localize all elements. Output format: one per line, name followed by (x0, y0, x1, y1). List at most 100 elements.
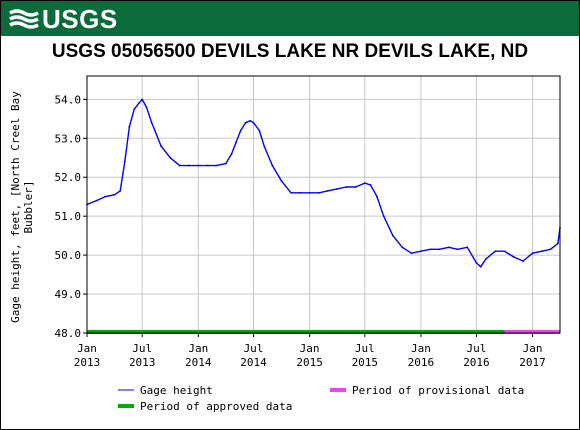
gage-height-point (145, 106, 148, 109)
gage-height-point (160, 145, 163, 147)
gage-height-point (239, 129, 242, 132)
y-tick-label: 53.0 (55, 132, 82, 145)
gage-height-point (494, 250, 497, 253)
gage-height-point (197, 164, 200, 167)
gage-height-point (215, 164, 218, 167)
gage-height-point (258, 129, 261, 132)
gridlines (86, 76, 560, 334)
gage-height-point (123, 160, 126, 163)
gage-height-point (113, 193, 116, 196)
gage-height-point (249, 119, 252, 122)
gage-height-point (475, 262, 478, 264)
legend-swatch (330, 388, 346, 392)
gage-height-point (484, 258, 487, 260)
gage-height-point (401, 246, 404, 249)
gage-height-point (318, 191, 320, 194)
gage-height-point (556, 242, 559, 245)
gage-height-point (235, 141, 238, 144)
x-tick-label-year: 2016 (463, 356, 490, 369)
gage-height-point (503, 250, 506, 253)
y-tick-label: 50.0 (55, 249, 82, 262)
x-tick-label-year: 2015 (296, 356, 323, 369)
y-tick-label: 52.0 (55, 171, 82, 184)
usgs-logo-text: USGS (42, 3, 118, 34)
legend: Gage height Period of provisional data Per… (118, 384, 524, 413)
gage-height-point (271, 164, 274, 167)
gage-height-point (187, 164, 190, 167)
x-tick-label-year: 2013 (74, 356, 101, 369)
gage-height-point (376, 195, 378, 198)
gage-height-point (178, 164, 181, 167)
y-ticks: 48.0 49.0 50.0 51.0 52.0 53.0 54.0 (55, 93, 87, 340)
gage-height-point (336, 188, 338, 190)
gage-height-point (513, 256, 515, 258)
gage-height-point (447, 246, 450, 249)
x-tick-label-year: 2016 (408, 356, 435, 369)
usgs-logo: USGS (9, 3, 118, 34)
y-tick-label: 54.0 (55, 93, 82, 106)
x-tick-label-month: Jan (188, 342, 208, 355)
x-tick-label-year: 2014 (185, 356, 212, 369)
legend-label: Period of provisional data (352, 384, 524, 397)
legend-label: Period of approved data (140, 400, 292, 413)
gage-height-point (104, 195, 106, 198)
gage-height-point (263, 145, 266, 147)
x-tick-label-year: 2013 (129, 356, 156, 369)
gage-height-point (456, 248, 459, 251)
gage-height-point (363, 182, 366, 184)
gage-height-point (252, 121, 255, 124)
gage-height-point (382, 215, 385, 218)
x-tick-label-month: Jan (300, 342, 320, 355)
gage-height-point (95, 199, 98, 202)
gage-height-point (244, 121, 247, 124)
usgs-wave-icon (9, 9, 39, 29)
x-tick-label-year: 2015 (352, 356, 379, 369)
gage-height-point (133, 108, 136, 110)
gage-height-point (206, 164, 209, 167)
gage-height-point (128, 125, 131, 128)
period-bar (504, 330, 560, 334)
gage-height-point (169, 156, 172, 159)
gage-height-point (354, 186, 357, 188)
gage-height-point (308, 191, 311, 194)
x-tick-label-month: Jul (132, 342, 152, 355)
y-tick-label: 49.0 (55, 288, 82, 301)
x-tick-label-year: 2014 (240, 356, 267, 369)
gage-height-point (420, 250, 422, 253)
legend-swatch (118, 404, 134, 408)
x-ticks: Jan2013Jul2013Jan2014Jul2014Jan2015Jul20… (74, 333, 546, 369)
period-bar (87, 330, 505, 334)
gage-height-point (290, 191, 292, 194)
x-tick-label-month: Jul (244, 342, 264, 355)
gage-height-point (150, 121, 153, 124)
gage-height-point (549, 248, 552, 251)
chart-title: USGS 05056500 DEVILS LAKE NR DEVILS LAKE… (51, 41, 529, 62)
gage-height-point (438, 248, 441, 251)
y-tick-label: 51.0 (55, 210, 82, 223)
x-tick-label-year: 2017 (519, 356, 546, 369)
gage-height-point (391, 234, 394, 237)
x-tick-label-month: Jan (77, 342, 97, 355)
gage-height-point (137, 102, 140, 105)
gage-height-point (280, 180, 283, 183)
gage-height-point (522, 260, 524, 262)
gage-height-point (541, 250, 543, 253)
gage-height-point (230, 152, 233, 155)
gage-height-point (299, 191, 302, 194)
y-tick-label: 48.0 (55, 327, 82, 340)
gage-height-point (345, 186, 348, 188)
gage-height-point (531, 252, 534, 255)
gage-height-point (326, 189, 329, 192)
gage-height-point (224, 162, 227, 165)
gage-height-point (410, 252, 413, 255)
x-tick-label-month: Jul (355, 342, 375, 355)
x-tick-label-month: Jul (467, 342, 487, 355)
x-tick-label-month: Jan (523, 342, 543, 355)
period-bars (87, 330, 560, 334)
gage-height-point (141, 98, 144, 101)
plot-border (86, 75, 561, 334)
gage-height-point (429, 248, 432, 251)
usgs-banner: USGS (1, 1, 579, 36)
